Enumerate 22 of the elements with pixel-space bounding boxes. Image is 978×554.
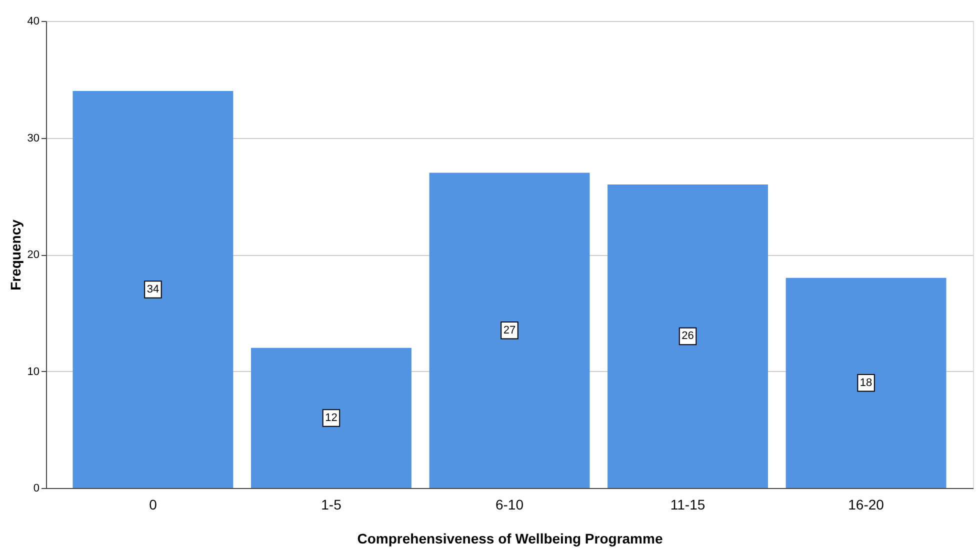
y-axis-title: Frequency (7, 219, 24, 290)
x-tick-label: 16-20 (848, 496, 884, 512)
y-tick-label: 30 (27, 132, 40, 144)
x-tick-label: 11-15 (670, 496, 706, 512)
bar (786, 278, 946, 488)
data-label: 18 (860, 376, 872, 389)
data-label: 26 (682, 330, 694, 342)
x-tick-label: 6-10 (495, 496, 524, 512)
data-label: 34 (146, 284, 160, 296)
y-tick-label: 40 (27, 16, 40, 28)
y-tick-label: 0 (33, 482, 40, 494)
x-tick-label: 0 (149, 496, 158, 512)
bar (429, 172, 590, 488)
bar (608, 184, 768, 488)
y-tick-label: 10 (27, 366, 40, 378)
data-label: 12 (325, 412, 338, 424)
data-label: 27 (503, 324, 516, 336)
bar (72, 91, 234, 488)
bar (251, 348, 412, 488)
y-tick-label: 20 (27, 249, 40, 261)
x-tick-label: 1-5 (321, 496, 342, 512)
x-axis-title: Comprehensiveness of Wellbeing Programme (357, 530, 663, 546)
